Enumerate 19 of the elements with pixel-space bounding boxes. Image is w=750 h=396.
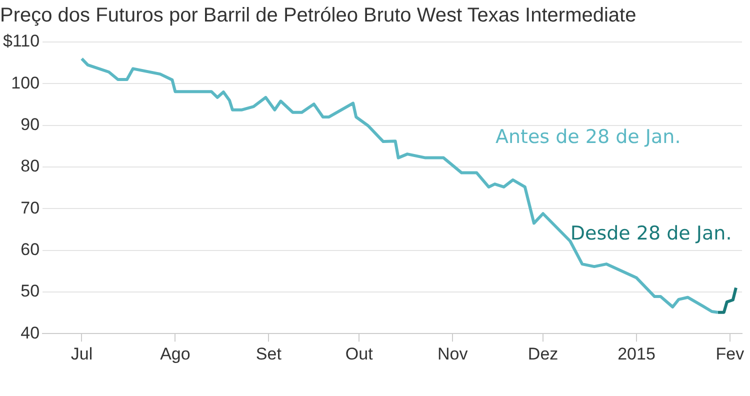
x-tick-label: Jul [70,344,93,364]
y-tick-label: 40 [20,323,40,342]
x-tick-label: Out [345,344,374,364]
y-tick-label: 70 [20,198,40,218]
y-tick-label: 50 [20,282,40,301]
x-tick-label: 2015 [618,344,656,364]
y-tick-label: 100 [11,73,40,92]
x-tick-label: Fev [716,344,745,364]
x-tick-label: Nov [437,344,468,364]
y-tick-label: 90 [20,115,40,134]
text: Desde 28 de Jan. [570,222,732,244]
series-label: Antes de 28 de Jan. [495,126,681,148]
x-tick-label: Dez [528,344,558,364]
y-tick-label: 60 [20,240,40,259]
x-tick-label: Ago [160,344,190,364]
chart-title: Preço dos Futuros por Barril de Petróleo Bruto West Texas Intermediate [0,4,636,27]
x-tick-label: Set [256,344,282,364]
y-tick-label: $110 [2,32,40,51]
y-tick-label: 80 [20,156,40,176]
